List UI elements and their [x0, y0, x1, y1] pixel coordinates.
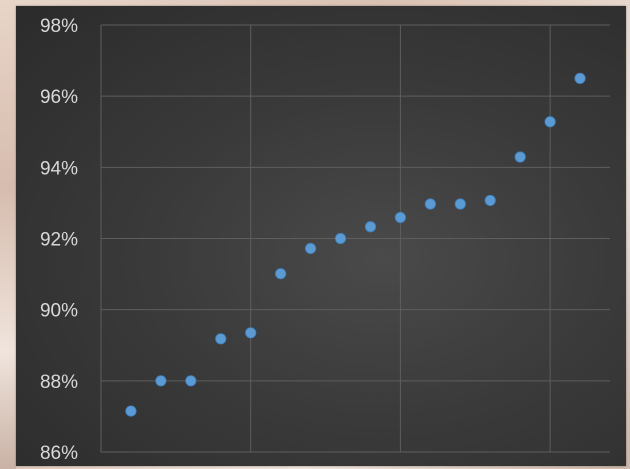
scatter-point: [574, 72, 586, 84]
chart-panel: 86% 88% 90% 92% 94% 96% 98%: [16, 6, 626, 466]
y-tick-label: 90%: [40, 301, 78, 322]
scatter-point: [155, 375, 167, 387]
scatter-point: [484, 194, 496, 207]
scatter-point: [245, 327, 257, 339]
y-axis-tick-labels: 86% 88% 90% 92% 94% 96% 98%: [40, 16, 78, 464]
scatter-chart: 86% 88% 90% 92% 94% 96% 98%: [40, 16, 610, 464]
scatter-point: [514, 151, 526, 163]
y-tick-label: 96%: [40, 87, 78, 108]
scatter-point: [424, 198, 436, 210]
scatter-point: [125, 405, 137, 417]
y-tick-label: 92%: [40, 230, 78, 251]
scatter-point: [334, 232, 347, 245]
scatter-point: [215, 333, 227, 345]
y-tick-label: 98%: [40, 16, 78, 37]
scatter-point: [394, 211, 407, 224]
scatter-point: [304, 242, 317, 255]
page-background-strip: [0, 0, 16, 469]
y-tick-label: 94%: [40, 158, 78, 179]
scatter-point: [364, 221, 377, 233]
y-tick-label: 86%: [40, 443, 78, 464]
y-tick-label: 88%: [40, 372, 78, 393]
grid-layer: [100, 24, 610, 453]
scatter-point: [185, 375, 197, 387]
scatter-point: [544, 116, 556, 128]
scatter-point: [454, 198, 466, 210]
data-points: [125, 72, 586, 417]
scatter-point: [275, 268, 287, 280]
